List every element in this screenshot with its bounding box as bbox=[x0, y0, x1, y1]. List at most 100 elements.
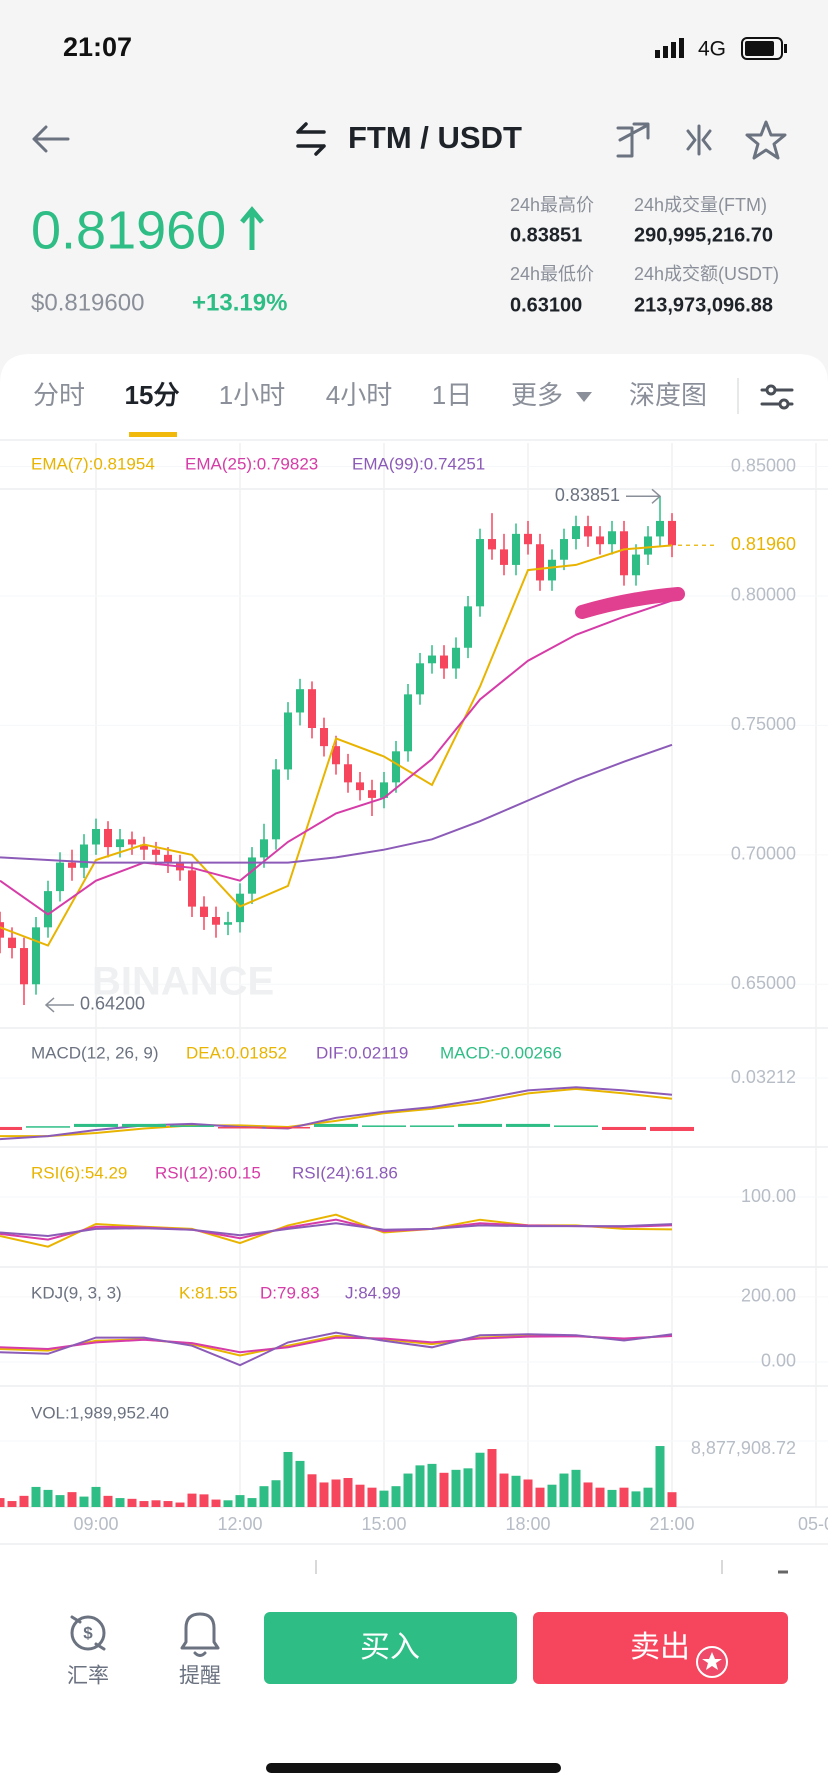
volume-bar bbox=[535, 1487, 545, 1507]
tab[interactable]: 深度图 bbox=[629, 380, 707, 410]
candle-body bbox=[32, 927, 40, 985]
volume-bar bbox=[19, 1495, 29, 1507]
volume-bar bbox=[655, 1446, 665, 1507]
candle-body bbox=[452, 647, 460, 669]
swap-icon[interactable] bbox=[296, 122, 326, 156]
pair-title[interactable]: FTM / USDT bbox=[348, 120, 522, 155]
volume-bar bbox=[631, 1491, 641, 1507]
candle-body bbox=[476, 539, 484, 607]
candle-body bbox=[368, 790, 376, 798]
battery-icon bbox=[741, 37, 787, 60]
settings-button[interactable] bbox=[760, 384, 794, 410]
candle-body bbox=[80, 844, 88, 868]
volume-bar bbox=[367, 1487, 377, 1507]
y-tick-label: 0.70000 bbox=[731, 844, 796, 864]
indicator-line bbox=[0, 1087, 673, 1138]
volume-bar bbox=[475, 1452, 485, 1507]
sell-label[interactable]: 卖出 bbox=[630, 1631, 690, 1664]
low-marker bbox=[44, 997, 74, 1013]
volume-bar bbox=[451, 1469, 461, 1507]
chart-area: 09:00 12:00 15:00 18:00 21:00 05-0 0.85000 0.80… bbox=[0, 443, 828, 1534]
exchange-rate-label[interactable]: 汇率 bbox=[67, 1665, 109, 1688]
candle-body bbox=[440, 655, 448, 669]
panel-title: KDJ(9, 3, 3) bbox=[31, 1283, 122, 1302]
stat-label: 24h成交额(USDT) bbox=[634, 264, 779, 284]
candle-body bbox=[584, 526, 592, 537]
stat-value: 0.83851 bbox=[510, 224, 582, 246]
volume-bar bbox=[103, 1495, 113, 1507]
tab[interactable]: 1日 bbox=[432, 380, 472, 410]
panel-title: VOL:1,989,952.40 bbox=[31, 1403, 169, 1422]
y-tick-label: 0.00 bbox=[761, 1351, 796, 1371]
candle-body bbox=[572, 526, 580, 540]
candle-body bbox=[428, 655, 436, 664]
exchange-rate-icon[interactable]: $ bbox=[70, 1615, 106, 1651]
tab[interactable]: 1小时 bbox=[219, 380, 285, 410]
volume-bar bbox=[583, 1482, 593, 1507]
volume-bar bbox=[343, 1478, 353, 1507]
volume-bar bbox=[175, 1502, 185, 1507]
compare-button[interactable] bbox=[686, 124, 712, 156]
candle-body bbox=[404, 694, 412, 752]
share-button[interactable] bbox=[616, 122, 650, 158]
back-button[interactable] bbox=[32, 125, 70, 153]
tab[interactable]: 更多 bbox=[511, 380, 563, 410]
tab[interactable]: 4小时 bbox=[326, 380, 392, 410]
tab-active[interactable]: 15分 bbox=[125, 380, 180, 410]
user-drawing bbox=[575, 587, 685, 619]
last-price: 0.81960 bbox=[31, 200, 226, 260]
volume-bar bbox=[115, 1498, 125, 1507]
candle-body bbox=[260, 839, 268, 858]
candle-body bbox=[128, 839, 136, 845]
volume-bar bbox=[355, 1484, 365, 1507]
y-tick-label: 8,877,908.72 bbox=[691, 1438, 796, 1458]
candle-body bbox=[356, 782, 364, 791]
candle-body bbox=[500, 549, 508, 565]
candle-body bbox=[524, 533, 532, 545]
up-arrow bbox=[240, 206, 264, 250]
tab[interactable]: 分时 bbox=[33, 380, 85, 410]
volume-bar bbox=[235, 1495, 245, 1507]
candle-body bbox=[320, 728, 328, 747]
volume-bar bbox=[295, 1460, 305, 1507]
candle-body bbox=[8, 937, 16, 949]
volume-bar bbox=[607, 1489, 617, 1507]
macd-bar bbox=[26, 1126, 70, 1128]
macd-bar bbox=[0, 1126, 22, 1130]
volume-bar bbox=[43, 1489, 53, 1507]
buy-button[interactable] bbox=[264, 1612, 517, 1684]
x-tick-label: 12:00 bbox=[217, 1514, 262, 1534]
volume-bar bbox=[463, 1468, 473, 1507]
buy-label[interactable]: 买入 bbox=[360, 1631, 420, 1664]
macd-bar bbox=[266, 1126, 310, 1129]
y-tick-label: 0.65000 bbox=[731, 973, 796, 993]
stat-value: 213,973,096.88 bbox=[634, 294, 773, 316]
signal-icon bbox=[655, 38, 684, 58]
candle-body bbox=[140, 844, 148, 850]
ema-line bbox=[0, 544, 673, 947]
volume-bar bbox=[67, 1492, 77, 1507]
candle-body bbox=[644, 536, 652, 555]
candle-body bbox=[380, 782, 388, 798]
candle-body bbox=[104, 828, 112, 848]
alert-icon[interactable] bbox=[180, 1612, 220, 1657]
ema-line bbox=[0, 743, 673, 864]
favorite-button[interactable] bbox=[745, 120, 787, 160]
legend-item: K:81.55 bbox=[179, 1283, 238, 1302]
volume-bar bbox=[127, 1498, 137, 1507]
volume-bar bbox=[523, 1479, 533, 1507]
candle-body bbox=[236, 893, 244, 923]
indicator-line bbox=[0, 1086, 673, 1141]
candle-body bbox=[188, 870, 196, 907]
volume-bar bbox=[7, 1501, 17, 1507]
x-tick-label: 09:00 bbox=[73, 1514, 118, 1534]
candle-body bbox=[608, 531, 616, 545]
alert-label[interactable]: 提醒 bbox=[179, 1665, 221, 1688]
volume-bar bbox=[259, 1486, 269, 1507]
home-indicator bbox=[266, 1763, 561, 1773]
macd-bar bbox=[74, 1123, 118, 1127]
candle-body bbox=[56, 862, 64, 892]
legend-item: DEA:0.01852 bbox=[186, 1043, 287, 1062]
macd-bar bbox=[410, 1125, 454, 1127]
